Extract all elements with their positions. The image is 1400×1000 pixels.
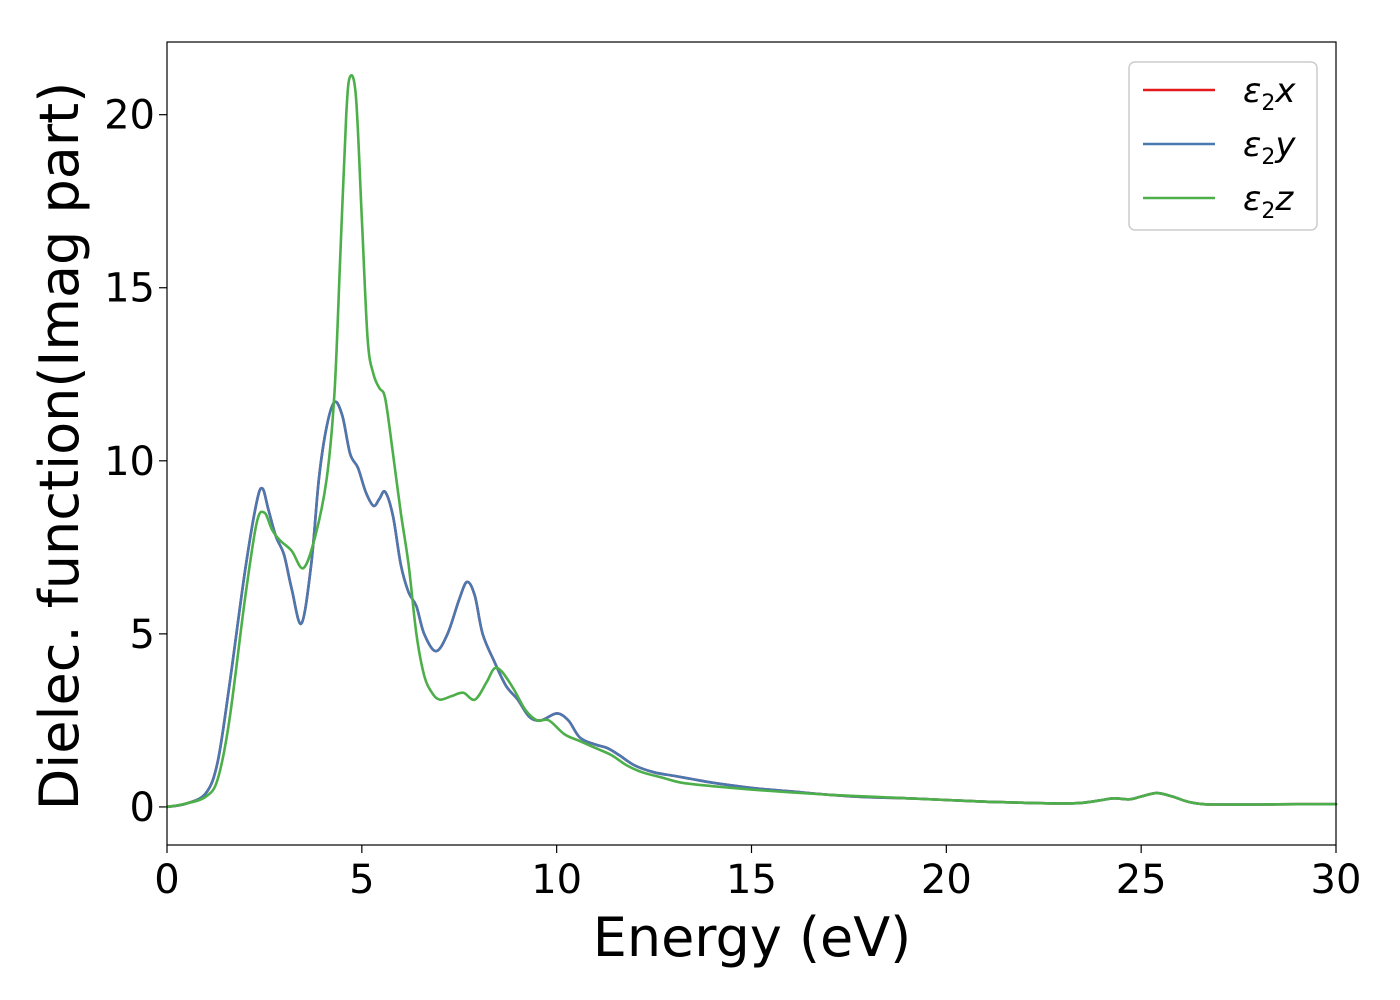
x-tick-label: 10 [531, 857, 582, 903]
x-tick-label: 0 [154, 857, 179, 903]
x-tick-label: 30 [1311, 857, 1362, 903]
legend-box [1128, 61, 1318, 231]
x-tick-label: 20 [921, 857, 972, 903]
series-line-y [165, 400, 1338, 809]
y-tick-label: 5 [130, 612, 155, 658]
series-lines [165, 74, 1338, 809]
x-axis-ticks: 0 5 10 15 20 25 30 [154, 845, 1361, 903]
plot-frame [166, 41, 1337, 846]
legend-label-z: ε2z [1243, 179, 1294, 224]
series-line-x [165, 400, 1338, 809]
legend-label-x: ε2x [1243, 71, 1296, 116]
x-tick-label: 25 [1116, 857, 1167, 903]
legend-label-y: ε2y [1243, 125, 1296, 170]
y-tick-label: 0 [130, 785, 155, 831]
y-axis-title: Dielec. function(Imag part) [28, 82, 91, 811]
x-tick-label: 5 [349, 857, 374, 903]
y-tick-label: 20 [104, 93, 155, 139]
y-tick-label: 10 [104, 439, 155, 485]
y-axis-ticks: 0 5 10 15 20 [104, 93, 167, 831]
x-tick-label: 15 [726, 857, 777, 903]
x-axis-title: Energy (eV) [593, 906, 912, 969]
series-line-z [165, 74, 1338, 809]
legend: ε2x ε2y ε2z [1128, 61, 1318, 231]
y-tick-label: 15 [104, 266, 155, 312]
